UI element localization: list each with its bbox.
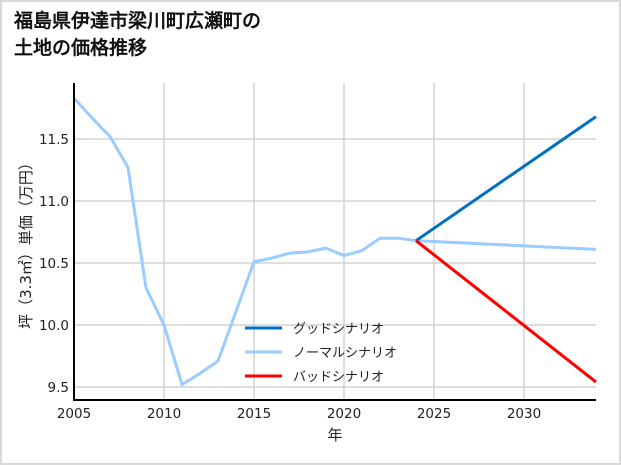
x-tick-label: 2015	[237, 406, 271, 422]
chart-title: 福島県伊達市梁川町広瀬町の 土地の価格推移	[14, 8, 261, 62]
y-tick-label: 9.5	[48, 380, 69, 396]
data-series	[72, 97, 597, 387]
y-tick-label: 11.0	[39, 194, 69, 210]
x-tick-label: 2025	[417, 406, 451, 422]
x-axis-label: 年	[327, 426, 342, 444]
y-tick-label: 10.5	[39, 256, 69, 272]
y-tick-label: 11.5	[39, 132, 69, 148]
series-line	[72, 97, 597, 387]
y-tick-label: 10.0	[39, 318, 69, 334]
series-line	[415, 115, 597, 242]
title-line-2: 土地の価格推移	[14, 37, 148, 59]
tick-labels: 2005 2010 2015 2020 2025 2030 9.5 10.0 10.5 11.0 1…	[39, 132, 541, 422]
x-tick-label: 2010	[147, 406, 181, 422]
x-tick-label: 2020	[327, 406, 361, 422]
axes	[73, 83, 596, 401]
y-axis-label: 坪（3.3㎡）単価（万円）	[17, 155, 35, 329]
series-line	[415, 239, 597, 384]
title-line-1: 福島県伊達市梁川町広瀬町の	[14, 10, 262, 32]
x-tick-label: 2005	[57, 406, 91, 422]
legend-label: グッドシナリオ	[293, 322, 384, 337]
legend-label: ノーマルシナリオ	[293, 346, 397, 361]
x-tick-label: 2030	[507, 406, 541, 422]
legend-label: バッドシナリオ	[293, 370, 384, 385]
